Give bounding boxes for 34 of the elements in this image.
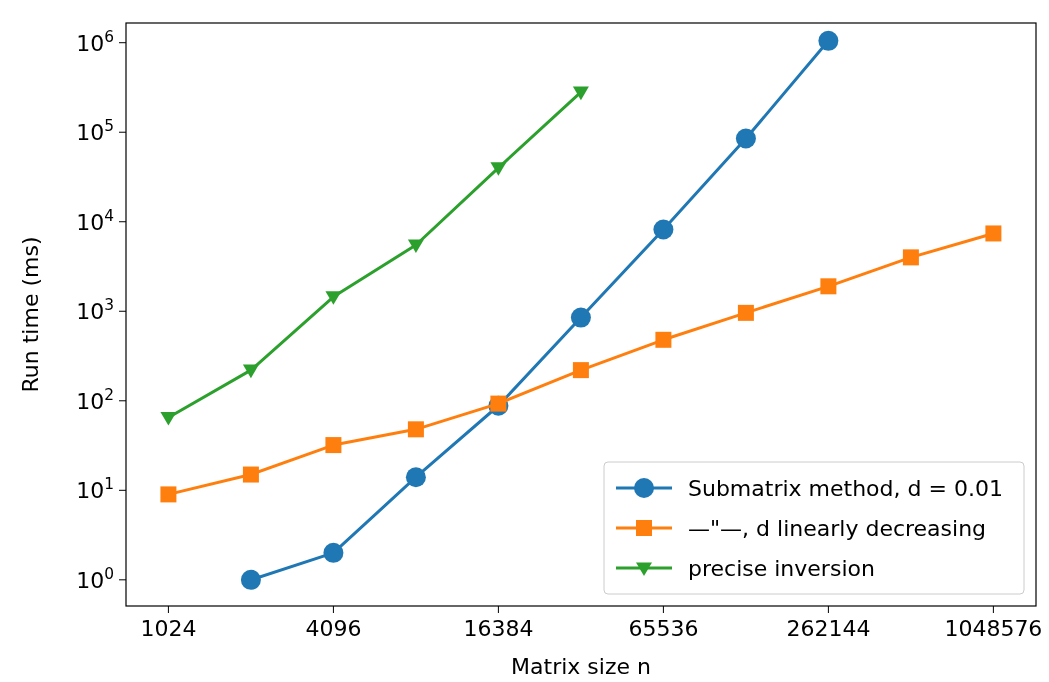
y-tick-label: 10$^{6}$ — [76, 27, 114, 56]
point — [242, 466, 259, 483]
legend-label: Submatrix method, d = 0.01 — [688, 476, 1003, 501]
x-tick-label: 4096 — [305, 616, 362, 641]
point — [160, 486, 177, 503]
y-tick-label: 10$^{4}$ — [76, 206, 114, 235]
point — [820, 278, 837, 295]
point — [242, 364, 259, 379]
point — [902, 249, 919, 266]
legend-label: —"—, d linearly decreasing — [688, 516, 987, 541]
x-tick-label: 16384 — [463, 616, 534, 641]
y-tick-label: 10$^{1}$ — [76, 475, 114, 504]
y-tick-label: 10$^{0}$ — [76, 564, 114, 593]
x-axis-title: Matrix size n — [511, 654, 651, 679]
legend-label: precise inversion — [688, 556, 875, 581]
point — [985, 225, 1002, 242]
y-axis-title: Run time (ms) — [18, 236, 43, 393]
point — [572, 86, 589, 101]
point — [160, 411, 177, 426]
x-tick-label: 65536 — [628, 616, 699, 641]
x-tick-label: 262144 — [786, 616, 871, 641]
x-tick-label: 1048576 — [944, 616, 1043, 641]
x-tick-label: 1024 — [140, 616, 197, 641]
point — [325, 437, 342, 454]
point — [655, 331, 672, 348]
y-tick-label: 10$^{3}$ — [76, 296, 114, 325]
point — [407, 421, 424, 438]
point — [490, 162, 507, 176]
point — [325, 291, 342, 305]
y-tick-label: 10$^{2}$ — [76, 385, 114, 414]
y-tick-label: 10$^{5}$ — [76, 117, 114, 146]
point — [572, 362, 589, 379]
point — [737, 304, 754, 321]
point — [407, 239, 424, 253]
